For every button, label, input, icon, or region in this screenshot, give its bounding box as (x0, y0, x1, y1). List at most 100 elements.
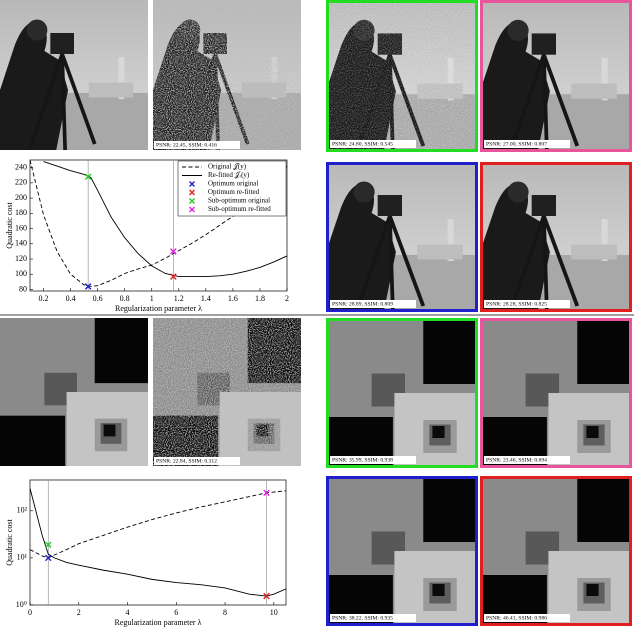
marker (84, 173, 92, 181)
legend-label: Optimum original (208, 180, 258, 188)
noise (153, 318, 301, 466)
x-tick-label: 1 (150, 294, 154, 303)
caption: PSNR: 27.00, SSIM: 0.807 (486, 141, 547, 147)
image-result (480, 0, 632, 152)
x-tick-label: 2 (77, 608, 81, 617)
legend-label: Sub-optimum re-fitted (208, 205, 271, 213)
caption: PSNR: 24.80, SSIM: 0.545 (332, 141, 393, 147)
y-tick-label: 240 (15, 162, 27, 171)
x-tick-label: 0 (28, 608, 32, 617)
frame (326, 0, 478, 152)
caption-bg (484, 140, 570, 148)
image-result (480, 476, 632, 626)
x-tick-label: 0.8 (120, 294, 130, 303)
frame (480, 0, 632, 152)
line-series (43, 161, 287, 277)
x-tick-label: 0.2 (39, 294, 49, 303)
marker (44, 541, 52, 549)
legend-swatch (189, 206, 195, 213)
x-axis-label: Regularization parameter λ (115, 304, 202, 313)
caption-bg (330, 456, 416, 464)
legend-label: Original 𝒥(y) (208, 163, 247, 171)
y-axis-label: Quadratic cost (5, 519, 14, 566)
caption-bg (154, 457, 240, 465)
y-tick-label: 220 (15, 178, 27, 187)
legend-label: Optimum re-fitted (208, 188, 260, 196)
x-tick-label: 1.4 (201, 294, 211, 303)
frame (480, 476, 632, 626)
marker (263, 489, 270, 497)
caption: PSNR: 28.89, SSIM: 0.809 (332, 301, 393, 307)
frame (480, 162, 632, 312)
image-result (480, 162, 632, 312)
caption: PSNR: 28.28, SSIM: 0.825 (486, 301, 547, 307)
marker (84, 283, 92, 290)
x-tick-label: 4 (126, 608, 130, 617)
y-tick-label: 10⁰ (16, 600, 27, 609)
y-tick-label: 140 (15, 239, 27, 248)
marker (170, 248, 177, 255)
caption: PSNR: 23.46, SSIM: 0.694 (486, 457, 547, 463)
y-axis-label: Quadratic cost (5, 202, 14, 249)
frame (326, 318, 478, 468)
line-series (30, 488, 286, 597)
image-grid-bottom (0, 318, 632, 626)
caption-bg (484, 614, 570, 622)
y-tick-label: 80 (19, 284, 27, 293)
caption: PSNR: 46.41, SSIM: 0.986 (486, 615, 547, 621)
legend-box (177, 160, 287, 217)
caption-bg (330, 300, 416, 308)
caption-bg (330, 614, 416, 622)
image-grid-top (0, 0, 632, 312)
chart: 0 2 4 6 8 10 10⁰ 10¹ 10² Regularization parameter… (5, 479, 287, 627)
image-result (326, 476, 478, 626)
x-tick-label: 1.8 (255, 294, 265, 303)
caption-bg (330, 140, 416, 148)
caption-bg (484, 300, 570, 308)
caption: PSNR: 22.45, SSIM: 0.416 (156, 142, 217, 148)
line-series (30, 160, 287, 287)
x-tick-label: 2 (285, 294, 289, 303)
marker (170, 273, 177, 280)
legend-swatch (189, 198, 195, 204)
chart: 0.2 0.4 0.6 0.8 1 1.2 1.4 1.6 1.8 2 80 100 120 140 160… (5, 159, 289, 313)
image-result (326, 162, 478, 312)
frame (326, 476, 478, 626)
image-original (0, 0, 148, 150)
x-tick-label: 1.6 (228, 294, 238, 303)
legend-label: Sub-optimum original (208, 197, 270, 205)
caption: PSNR: 35.99, SSIM: 0.938 (332, 457, 393, 463)
marker (263, 592, 270, 600)
x-tick-label: 0.6 (93, 294, 103, 303)
x-tick-label: 6 (174, 608, 178, 617)
image-original (0, 318, 148, 466)
x-tick-label: 10 (270, 608, 278, 617)
marker (44, 554, 52, 562)
y-tick-label: 10² (17, 506, 28, 515)
legend-label: Re-fitted 𝒥ᵣ(y) (208, 171, 250, 179)
plot-area (29, 479, 287, 606)
x-axis-label: Regularization parameter λ (115, 618, 202, 627)
caption-bg (154, 141, 240, 149)
y-tick-label: 180 (15, 208, 27, 217)
legend-swatch (189, 189, 195, 196)
y-tick-label: 100 (15, 269, 27, 278)
y-tick-label: 200 (15, 193, 27, 202)
line-series (30, 490, 286, 559)
caption-bg (484, 456, 570, 464)
frame (326, 162, 478, 312)
noise (153, 0, 301, 150)
y-tick-label: 160 (15, 223, 27, 232)
noise (326, 0, 478, 152)
x-tick-label: 0.4 (66, 294, 76, 303)
caption: PSNR: 38.22, SSIM: 0.935 (332, 615, 393, 621)
caption: PSNR: 22.84, SSIM: 0.312 (156, 458, 217, 464)
legend-swatch (189, 181, 195, 187)
y-tick-label: 10¹ (17, 553, 28, 562)
y-tick-label: 120 (15, 254, 27, 263)
x-tick-label: 1.2 (174, 294, 184, 303)
image-result (326, 318, 478, 468)
image-result (480, 318, 632, 468)
x-tick-label: 8 (223, 608, 227, 617)
